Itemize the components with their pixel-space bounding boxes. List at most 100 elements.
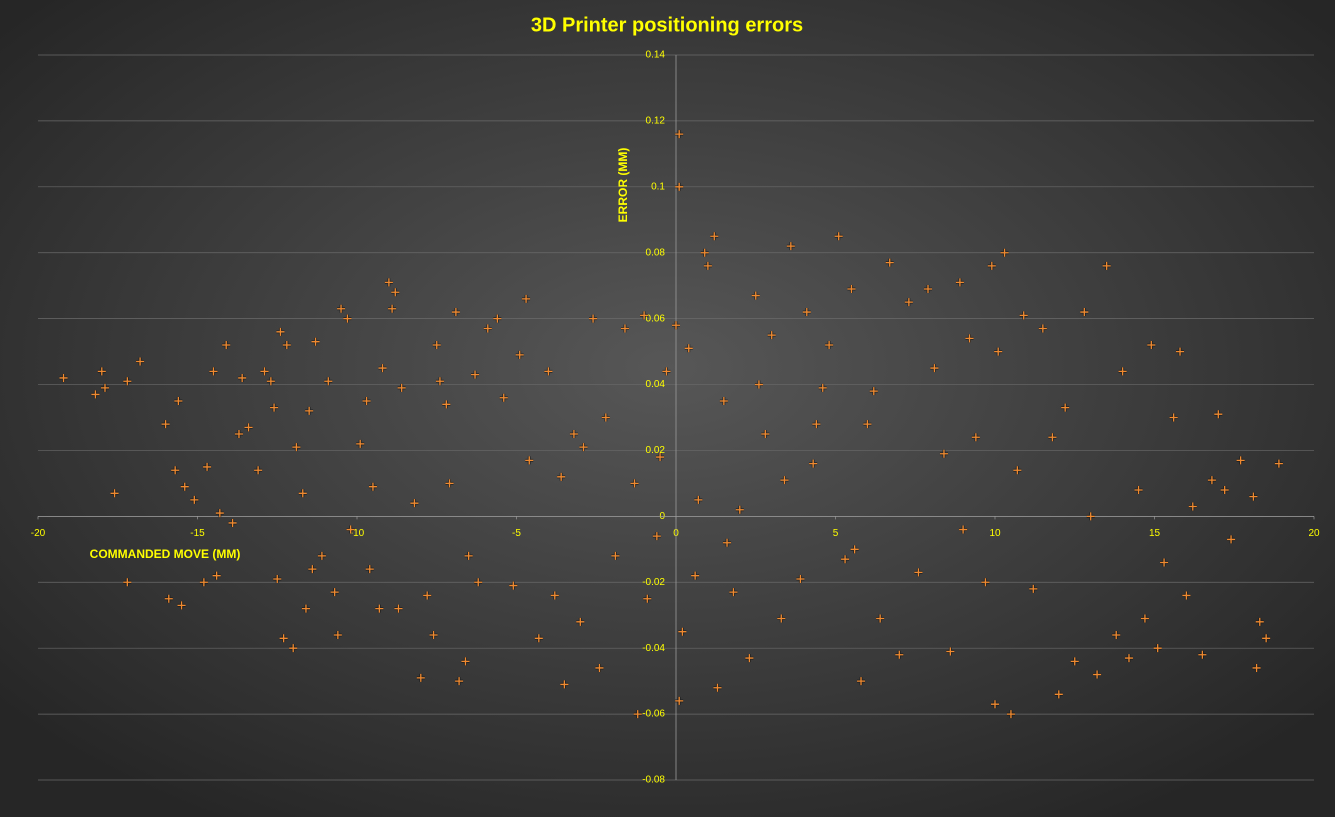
point <box>656 453 665 462</box>
point <box>812 420 821 429</box>
point <box>451 308 460 317</box>
point <box>729 588 738 597</box>
point <box>1013 466 1022 475</box>
point <box>675 182 684 191</box>
point <box>276 327 285 336</box>
point <box>317 551 326 560</box>
point <box>177 601 186 610</box>
point <box>895 650 904 659</box>
point <box>847 284 856 293</box>
point <box>378 364 387 373</box>
y-tick-label: 0.14 <box>646 50 666 61</box>
x-tick-label: -10 <box>350 528 365 539</box>
point <box>445 479 454 488</box>
x-tick-label: -20 <box>31 528 46 539</box>
point <box>904 298 913 307</box>
point <box>308 565 317 574</box>
point <box>292 443 301 452</box>
point <box>1255 617 1264 626</box>
point <box>569 429 578 438</box>
point <box>684 344 693 353</box>
point <box>1147 341 1156 349</box>
x-tick-label: 5 <box>833 528 839 539</box>
point <box>825 341 834 349</box>
y-tick-label: -0.08 <box>642 775 665 786</box>
point <box>282 341 291 349</box>
point <box>343 314 352 323</box>
point <box>525 456 534 465</box>
point <box>356 439 365 448</box>
point <box>1070 657 1079 666</box>
point <box>939 449 948 458</box>
y-tick-label: 0.02 <box>646 445 666 456</box>
point <box>228 518 237 527</box>
point <box>991 700 999 709</box>
point <box>777 614 786 623</box>
point <box>589 314 598 323</box>
point <box>857 677 866 686</box>
point <box>723 538 732 547</box>
point <box>461 657 470 666</box>
point <box>474 578 483 587</box>
point <box>483 324 492 333</box>
x-tick-label: -5 <box>512 528 521 539</box>
point <box>885 258 894 267</box>
point <box>1153 644 1162 653</box>
point <box>394 604 403 613</box>
point <box>544 367 553 376</box>
point <box>802 308 811 317</box>
point <box>190 495 199 504</box>
point <box>234 429 243 438</box>
point <box>298 489 307 498</box>
point <box>442 400 451 409</box>
point <box>601 413 610 422</box>
point <box>365 565 374 574</box>
point <box>346 525 355 534</box>
point <box>735 505 744 514</box>
point <box>1124 654 1133 663</box>
y-tick-label: 0.04 <box>646 379 666 390</box>
point <box>100 383 109 392</box>
point <box>215 509 224 518</box>
point <box>694 495 703 504</box>
point <box>809 459 818 468</box>
point <box>1080 308 1089 317</box>
point <box>818 383 827 392</box>
x-tick-label: 20 <box>1308 528 1320 539</box>
point <box>841 555 850 564</box>
point <box>337 304 346 313</box>
point <box>595 663 604 672</box>
point <box>946 647 955 656</box>
point <box>324 377 333 386</box>
y-tick-label: 0.12 <box>646 116 666 127</box>
point <box>710 232 719 241</box>
point <box>930 364 939 373</box>
point <box>754 380 763 389</box>
point <box>1061 403 1070 412</box>
point <box>1048 433 1057 442</box>
point <box>643 594 652 603</box>
point <box>767 331 776 340</box>
point <box>209 367 218 376</box>
x-axis-title: COMMANDED MOVE (MM) <box>90 547 241 561</box>
y-tick-label: -0.04 <box>642 643 665 654</box>
point <box>212 571 221 580</box>
point <box>522 294 531 303</box>
point <box>1236 456 1245 465</box>
point <box>423 591 432 600</box>
point <box>199 578 208 587</box>
point <box>455 677 464 686</box>
point <box>534 634 543 643</box>
y-tick-label: -0.06 <box>642 709 665 720</box>
point <box>780 476 789 485</box>
point <box>834 232 843 241</box>
point <box>713 683 722 692</box>
y-tick-label: -0.02 <box>642 577 665 588</box>
point <box>471 370 480 379</box>
point <box>260 367 269 376</box>
point <box>254 466 263 475</box>
point <box>1198 650 1207 659</box>
point <box>611 551 620 560</box>
